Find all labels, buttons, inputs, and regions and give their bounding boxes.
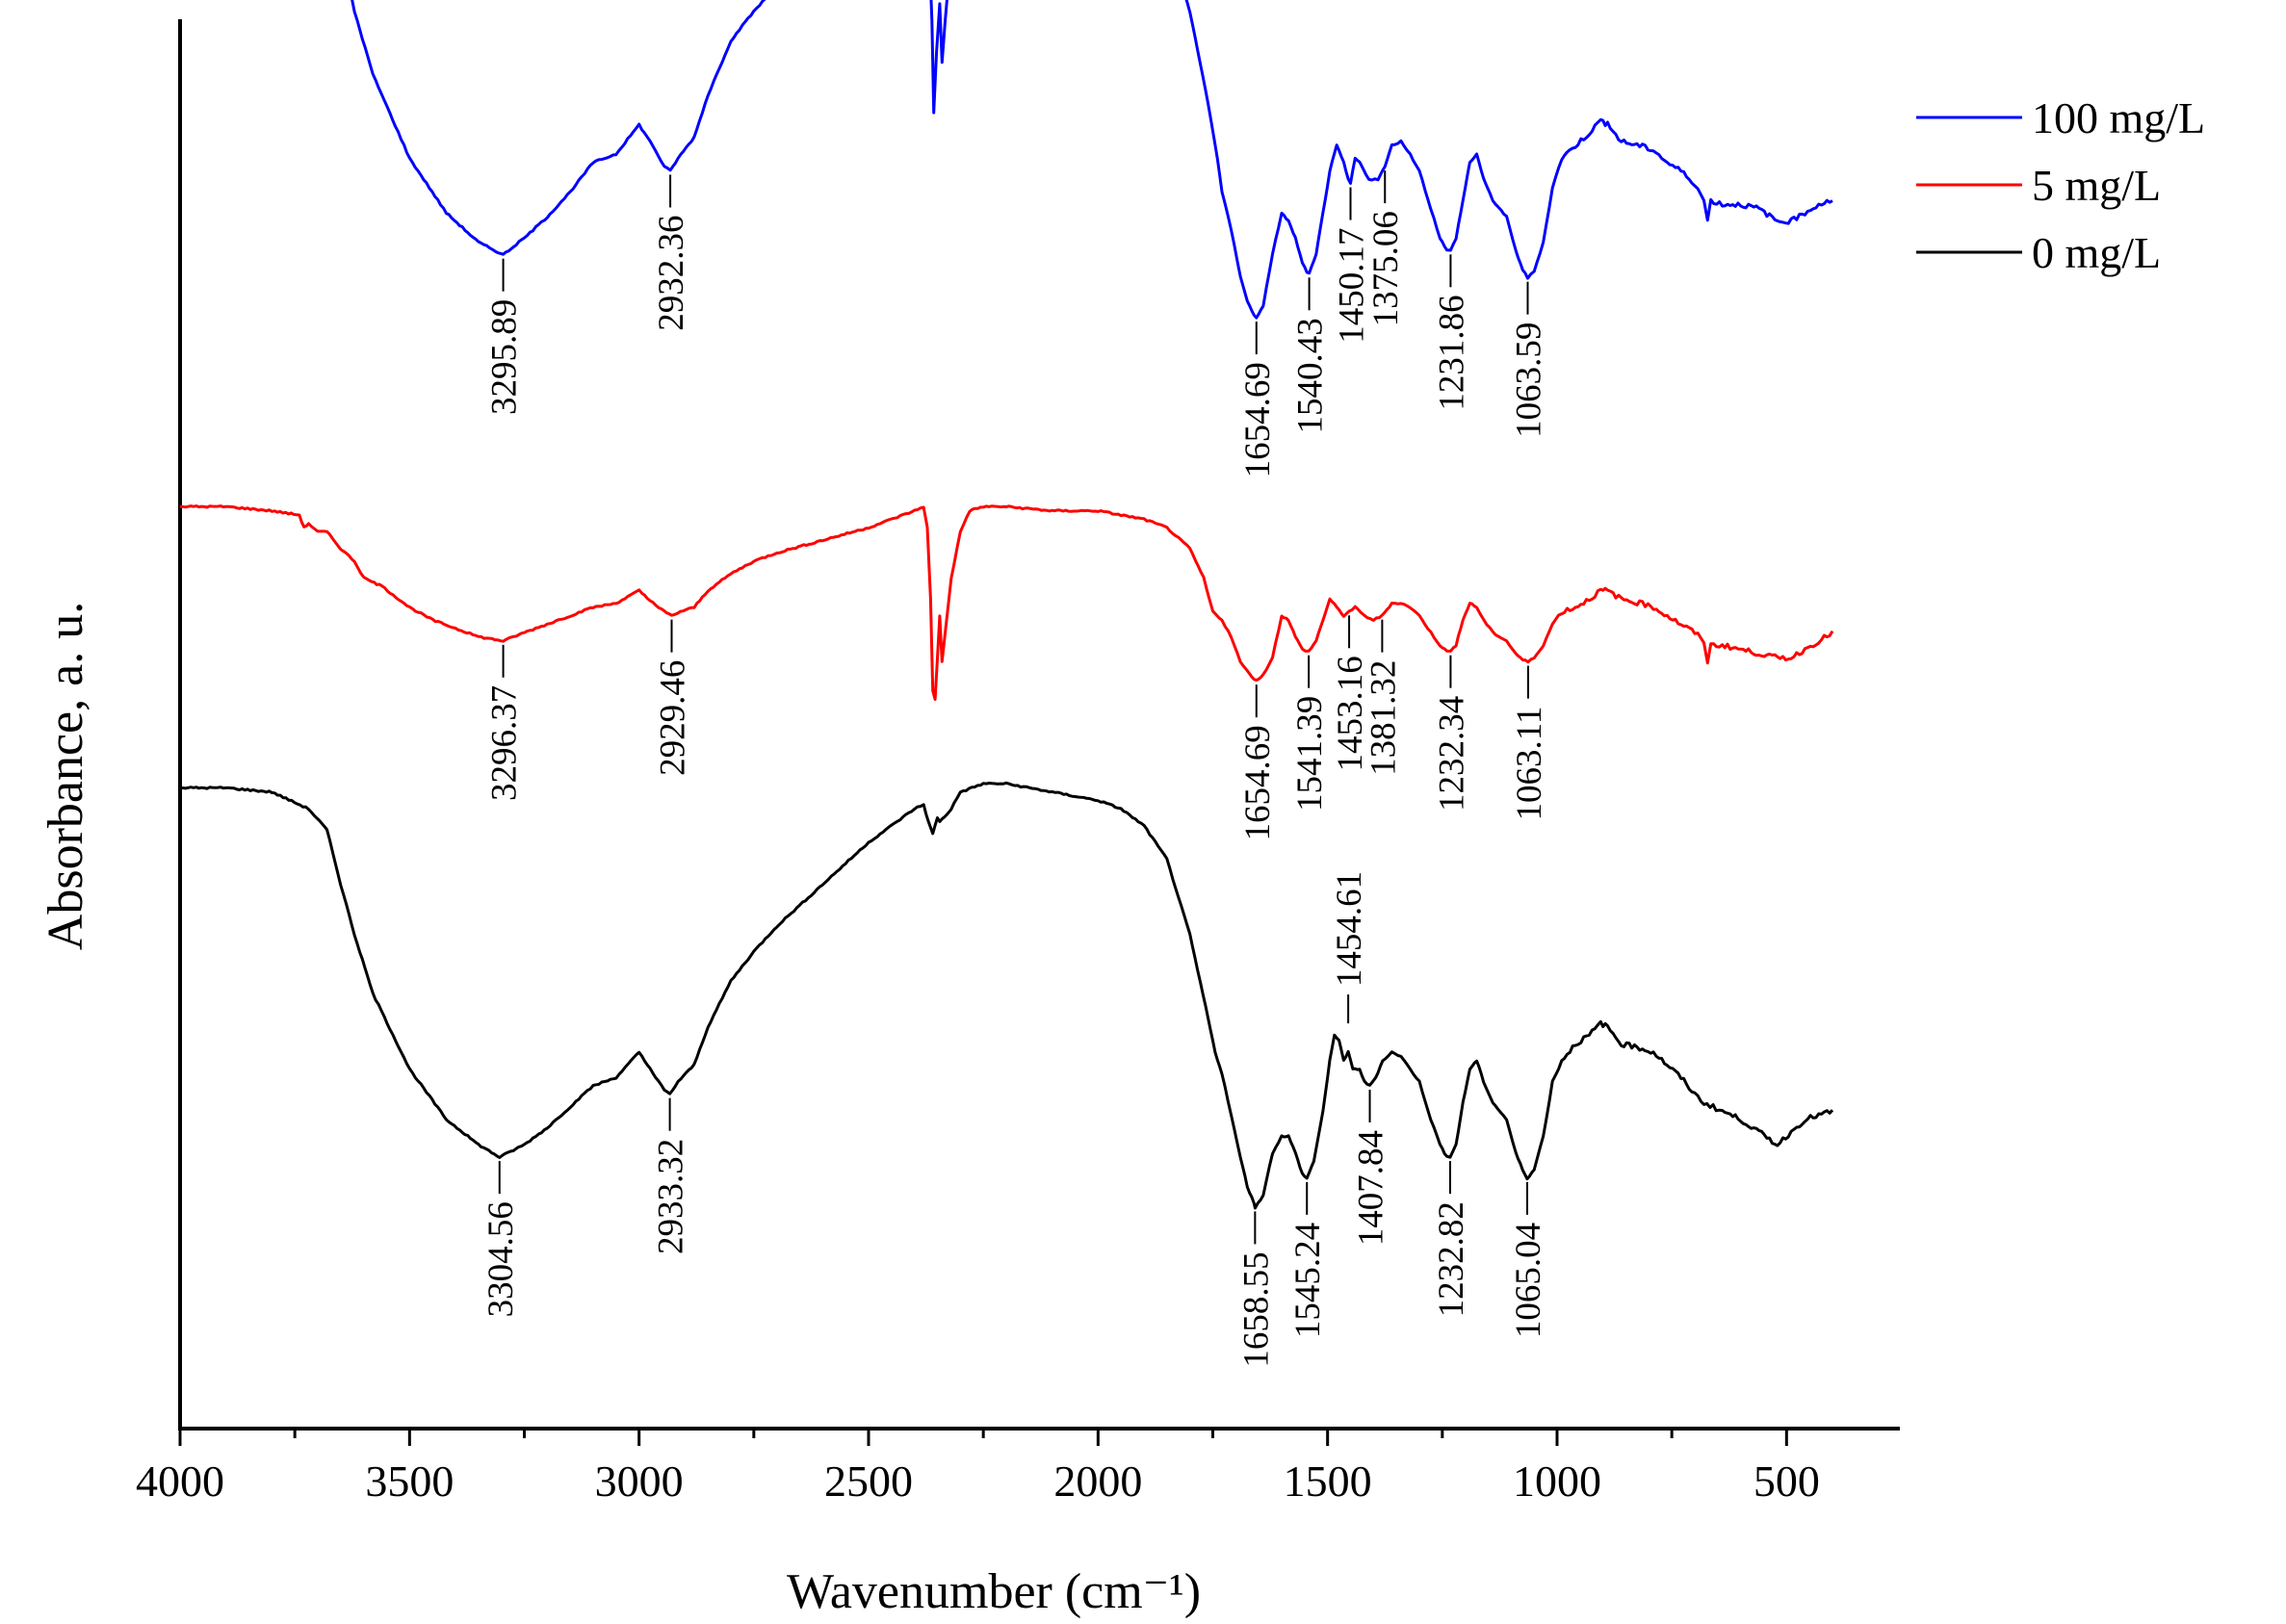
peak-label: 1063.11 xyxy=(1510,707,1549,821)
peak-annotation: 1658.55 xyxy=(1236,1211,1276,1368)
x-ticks: 4000 3500 3000 2500 2000 1500 1000 500 xyxy=(136,1429,1820,1506)
y-axis-title: Absorbance, a. u. xyxy=(39,602,93,950)
peak-annotation: 1407.84 xyxy=(1352,1089,1391,1246)
peak-label: 1381.32 xyxy=(1364,660,1403,776)
peak-label: 1063.59 xyxy=(1509,322,1548,438)
peak-annotation: 2929.46 xyxy=(654,619,693,776)
series-line xyxy=(351,0,1833,320)
legend-label: 100 mg/L xyxy=(2032,93,2205,142)
x-axis-title: Wavenumber (cm⁻¹) xyxy=(787,1564,1201,1619)
peak-annotation: 1654.69 xyxy=(1238,684,1278,840)
x-tick-label: 1000 xyxy=(1513,1456,1601,1506)
series-line xyxy=(179,781,1834,1210)
legend-item: 5 mg/L xyxy=(1916,161,2161,210)
peak-label: 3304.56 xyxy=(481,1201,521,1317)
peak-label: 1450.17 xyxy=(1333,228,1372,344)
peak-annotation: 1231.86 xyxy=(1432,254,1471,411)
peak-annotation: 1450.17 xyxy=(1333,187,1372,344)
x-tick-label: 1500 xyxy=(1284,1456,1372,1506)
peak-label: 1375.06 xyxy=(1366,211,1406,326)
peak-label: 1232.82 xyxy=(1432,1201,1471,1317)
peak-label: 1231.86 xyxy=(1432,295,1471,410)
peak-label: 1545.24 xyxy=(1288,1223,1328,1338)
peak-label: 1654.69 xyxy=(1238,725,1278,840)
peak-label: 1232.34 xyxy=(1432,696,1471,812)
peak-annotation: 1063.59 xyxy=(1509,281,1548,438)
series-layer xyxy=(179,0,1834,1210)
peak-label: 2929.46 xyxy=(654,660,693,776)
peak-annotation: 1232.82 xyxy=(1432,1161,1471,1317)
x-tick-label: 3500 xyxy=(365,1456,454,1506)
x-tick-label: 500 xyxy=(1753,1456,1820,1506)
peak-annotation: 1540.43 xyxy=(1291,277,1331,434)
peak-annotation: 1654.69 xyxy=(1238,322,1278,477)
legend-label: 5 mg/L xyxy=(2032,161,2161,210)
series-line xyxy=(179,504,1834,701)
peak-annotation: 2933.32 xyxy=(652,1097,691,1254)
x-tick-label: 2000 xyxy=(1053,1456,1142,1506)
x-tick-label: 4000 xyxy=(136,1456,224,1506)
peak-label: 1541.39 xyxy=(1290,696,1330,812)
peak-label: 1453.16 xyxy=(1331,656,1370,771)
peak-annotation: 1545.24 xyxy=(1288,1181,1328,1338)
legend-item: 0 mg/L xyxy=(1916,228,2161,277)
peak-annotation: 1453.16 xyxy=(1331,615,1370,772)
peak-label: 2933.32 xyxy=(652,1139,691,1254)
peak-annotation: 1454.61 xyxy=(1330,871,1369,1024)
peak-annotation: 1381.32 xyxy=(1364,619,1403,776)
peak-annotation: 2932.36 xyxy=(652,174,691,331)
peak-annotation: 1063.11 xyxy=(1510,665,1549,821)
legend: 100 mg/L 5 mg/L 0 mg/L xyxy=(1916,93,2205,277)
peak-label: 2932.36 xyxy=(652,215,691,330)
peak-label: 1540.43 xyxy=(1291,318,1331,433)
legend-item: 100 mg/L xyxy=(1916,93,2205,142)
peak-annotation: 1375.06 xyxy=(1366,170,1406,326)
peak-annotation: 1541.39 xyxy=(1290,655,1330,812)
peak-label: 1065.04 xyxy=(1509,1223,1548,1338)
peak-annotation: 3295.89 xyxy=(485,258,525,415)
peak-annotation: 1065.04 xyxy=(1509,1181,1548,1338)
peak-label: 1454.61 xyxy=(1330,871,1369,987)
peak-label: 1407.84 xyxy=(1352,1130,1391,1246)
x-tick-label: 2500 xyxy=(824,1456,913,1506)
peak-annotation: 3304.56 xyxy=(481,1161,521,1317)
peak-label: 1654.69 xyxy=(1238,362,1278,477)
peak-annotations: 3295.89 2932.36 1654.69 1540.431450.171375.… xyxy=(481,170,1549,1368)
x-tick-label: 3000 xyxy=(595,1456,684,1506)
peak-label: 1658.55 xyxy=(1236,1251,1276,1367)
peak-label: 3296.37 xyxy=(485,685,525,801)
axes xyxy=(178,19,1900,1431)
peak-label: 3295.89 xyxy=(485,299,525,415)
peak-annotation: 3296.37 xyxy=(485,644,525,801)
legend-label: 0 mg/L xyxy=(2032,228,2161,277)
peak-annotation: 1232.34 xyxy=(1432,655,1471,812)
